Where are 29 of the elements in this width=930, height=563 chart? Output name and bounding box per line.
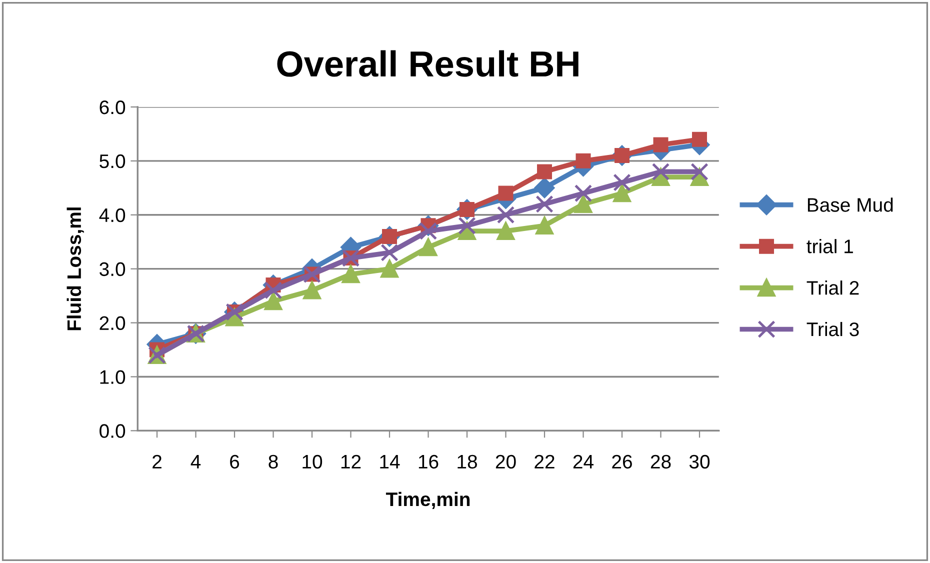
y-tick-label: 0.0 <box>100 424 126 438</box>
chart-title: Overall Result BH <box>277 50 578 77</box>
x-tick-label: 24 <box>573 454 594 468</box>
y-tick-label: 1.0 <box>100 370 126 384</box>
x-tick-label: 10 <box>302 454 322 469</box>
legend-label: Trial 2 <box>806 280 859 295</box>
x-tick-label: 28 <box>650 454 671 469</box>
x-tick-label: 4 <box>190 455 201 468</box>
legend-label: Trial 3 <box>806 322 859 336</box>
x-axis-title: Time,min <box>386 492 470 509</box>
x-tick-label: 6 <box>230 454 240 469</box>
y-axis-title: Fluid Loss,ml <box>66 208 84 330</box>
legend-label: trial 1 <box>806 239 853 254</box>
x-tick-label: 14 <box>380 455 400 468</box>
y-tick-label: 3.0 <box>100 262 126 276</box>
x-tick-label: 16 <box>418 454 438 469</box>
x-tick-label: 20 <box>496 454 516 469</box>
x-tick-label: 22 <box>534 454 554 468</box>
x-tick-label: 2 <box>152 454 162 468</box>
x-tick-label: 12 <box>341 454 361 468</box>
x-tick-label: 18 <box>458 454 477 469</box>
y-tick-label: 2.0 <box>100 316 126 330</box>
y-tick-label: 4.0 <box>99 208 126 222</box>
legend-label: Base Mud <box>808 198 893 212</box>
y-tick-label: 6.0 <box>100 100 126 114</box>
y-tick-label: 5.0 <box>100 154 126 168</box>
x-tick-label: 26 <box>612 454 632 469</box>
x-tick-label: 30 <box>689 454 710 469</box>
x-tick-label: 8 <box>268 454 278 469</box>
